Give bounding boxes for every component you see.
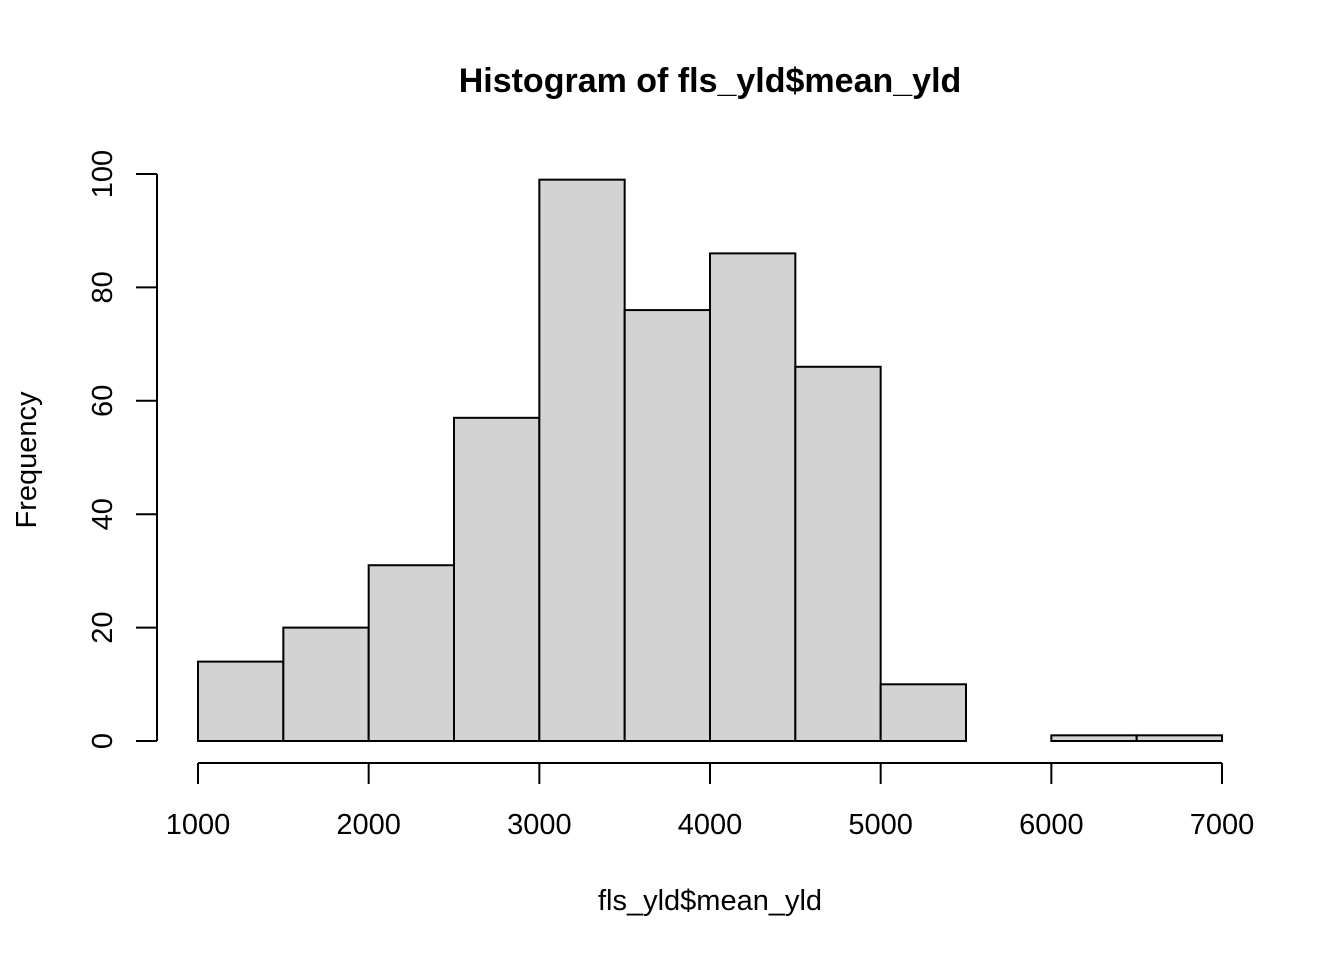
x-tick-label-3: 4000 bbox=[678, 809, 743, 841]
x-axis: 1000 2000 3000 4000 5000 6000 7000 bbox=[166, 762, 1255, 841]
x-tick-label-2: 3000 bbox=[507, 809, 572, 841]
y-tick-label-2: 40 bbox=[87, 498, 119, 530]
histogram-bar-3 bbox=[453, 416, 541, 742]
chart-title: Histogram of fls_yld$mean_yld bbox=[459, 62, 962, 100]
histogram-bar-8 bbox=[879, 683, 968, 742]
y-tick-label-4: 80 bbox=[87, 271, 119, 303]
histogram-bar-10 bbox=[1050, 734, 1138, 743]
x-tick-label-5: 6000 bbox=[1019, 809, 1084, 841]
histogram-bar-5 bbox=[623, 309, 712, 742]
histogram-bar-7 bbox=[794, 365, 882, 742]
y-tick-label-5: 100 bbox=[87, 150, 119, 198]
histogram-bar-6 bbox=[709, 252, 797, 742]
y-tick-label-3: 60 bbox=[87, 385, 119, 417]
y-tick-label-0: 0 bbox=[87, 733, 119, 749]
histogram-bar-1 bbox=[282, 626, 370, 742]
x-tick-label-4: 5000 bbox=[848, 809, 913, 841]
x-tick-label-1: 2000 bbox=[336, 809, 401, 841]
histogram-bar-2 bbox=[367, 564, 455, 742]
x-axis-label: fls_yld$mean_yld bbox=[598, 885, 822, 917]
x-tick-label-0: 1000 bbox=[166, 809, 231, 841]
histogram-bar-11 bbox=[1135, 734, 1223, 743]
y-axis-label: Frequency bbox=[11, 391, 43, 529]
y-tick-label-1: 20 bbox=[87, 611, 119, 643]
histogram-bar-4 bbox=[538, 178, 626, 743]
bars-group bbox=[197, 178, 1223, 743]
histogram-bar-0 bbox=[197, 660, 285, 742]
x-tick-label-6: 7000 bbox=[1190, 809, 1255, 841]
y-axis: 0 20 40 60 80 100 bbox=[87, 150, 158, 749]
